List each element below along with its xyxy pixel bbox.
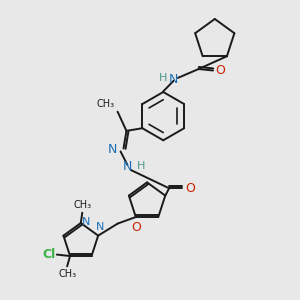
Text: O: O [215, 64, 225, 77]
Text: O: O [185, 182, 195, 195]
Text: H: H [137, 161, 146, 171]
Text: Cl: Cl [43, 248, 56, 261]
Text: N: N [82, 217, 90, 226]
Text: N: N [123, 160, 133, 173]
Text: CH₃: CH₃ [73, 200, 91, 210]
Text: N: N [108, 143, 118, 157]
Text: H: H [159, 74, 168, 83]
Text: N: N [169, 73, 178, 86]
Text: CH₃: CH₃ [58, 269, 76, 279]
Text: O: O [131, 221, 141, 234]
Text: N: N [95, 222, 104, 232]
Text: CH₃: CH₃ [97, 99, 115, 109]
